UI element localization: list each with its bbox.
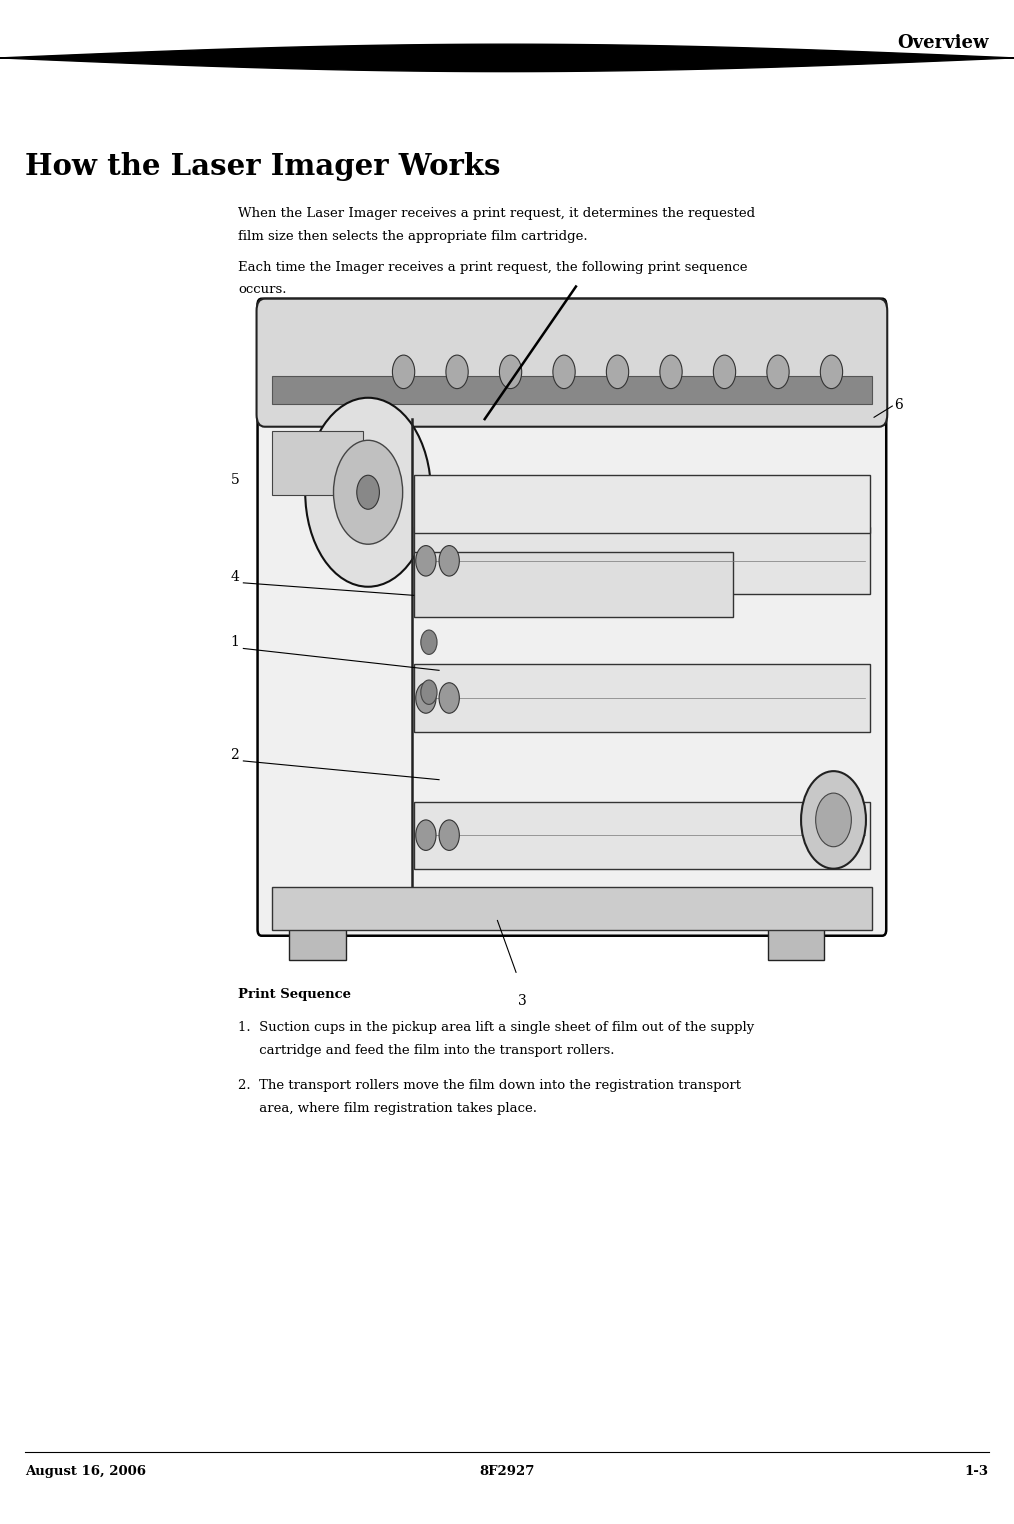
Circle shape — [421, 629, 437, 654]
Text: 1.  Suction cups in the pickup area lift a single sheet of film out of the suppl: 1. Suction cups in the pickup area lift … — [238, 1021, 754, 1035]
Bar — [414, 527, 870, 594]
Text: When the Laser Imager receives a print request, it determines the requested: When the Laser Imager receives a print r… — [238, 207, 755, 221]
Circle shape — [815, 792, 852, 847]
Circle shape — [305, 398, 431, 587]
Text: 1-3: 1-3 — [964, 1465, 989, 1478]
Polygon shape — [0, 44, 1014, 72]
Circle shape — [606, 355, 629, 389]
Text: 1: 1 — [230, 636, 239, 649]
Bar — [414, 664, 870, 732]
Text: occurs.: occurs. — [238, 283, 287, 297]
Text: 3: 3 — [518, 994, 526, 1007]
Text: cartridge and feed the film into the transport rollers.: cartridge and feed the film into the tra… — [238, 1044, 614, 1058]
Bar — [289, 927, 346, 960]
Text: August 16, 2006: August 16, 2006 — [25, 1465, 146, 1478]
FancyBboxPatch shape — [258, 299, 886, 936]
Circle shape — [334, 440, 403, 544]
Text: film size then selects the appropriate film cartridge.: film size then selects the appropriate f… — [238, 230, 588, 244]
Bar — [272, 431, 363, 495]
Circle shape — [416, 546, 436, 576]
Circle shape — [820, 355, 843, 389]
Circle shape — [446, 355, 468, 389]
Circle shape — [660, 355, 682, 389]
Bar — [768, 927, 824, 960]
Bar — [414, 552, 733, 617]
FancyBboxPatch shape — [257, 299, 887, 427]
Circle shape — [499, 355, 522, 389]
Text: 2: 2 — [230, 748, 239, 762]
Circle shape — [416, 683, 436, 713]
Text: 6: 6 — [894, 398, 903, 411]
Text: Print Sequence: Print Sequence — [238, 988, 351, 1001]
Circle shape — [421, 680, 437, 704]
Circle shape — [357, 475, 379, 509]
Text: Each time the Imager receives a print request, the following print sequence: Each time the Imager receives a print re… — [238, 261, 747, 274]
Text: 4: 4 — [230, 570, 239, 584]
Text: 5: 5 — [230, 472, 239, 486]
Bar — [414, 802, 870, 869]
Text: How the Laser Imager Works: How the Laser Imager Works — [25, 152, 501, 181]
Circle shape — [439, 820, 459, 850]
Circle shape — [767, 355, 789, 389]
Circle shape — [801, 771, 866, 869]
Text: Overview: Overview — [897, 34, 989, 52]
Bar — [272, 887, 872, 930]
Circle shape — [439, 546, 459, 576]
Text: 2.  The transport rollers move the film down into the registration transport: 2. The transport rollers move the film d… — [238, 1079, 741, 1093]
Circle shape — [439, 683, 459, 713]
Circle shape — [416, 820, 436, 850]
Bar — [272, 376, 872, 404]
Text: 8F2927: 8F2927 — [480, 1465, 534, 1478]
Circle shape — [392, 355, 415, 389]
Circle shape — [553, 355, 575, 389]
Text: area, where film registration takes place.: area, where film registration takes plac… — [238, 1102, 537, 1116]
Circle shape — [714, 355, 736, 389]
Bar — [414, 475, 870, 533]
